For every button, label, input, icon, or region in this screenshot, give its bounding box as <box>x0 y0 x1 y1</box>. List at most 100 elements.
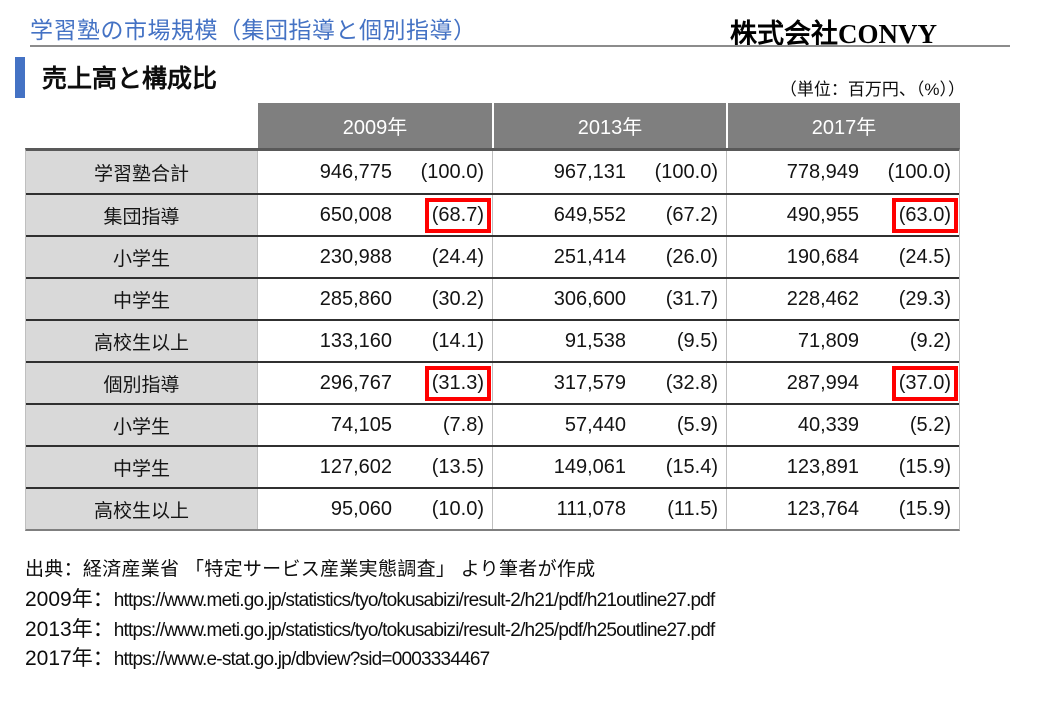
source-url-line: 2013年：https://www.meti.go.jp/statistics/… <box>25 616 715 646</box>
url-text: https://www.meti.go.jp/statistics/tyo/to… <box>113 590 716 611</box>
percent-text: (24.5) <box>898 245 951 268</box>
row-label: 小学生 <box>26 237 258 277</box>
header-divider <box>30 45 1010 47</box>
row-label: 学習塾合計 <box>26 151 258 193</box>
year-column-header-2013: 2013年 <box>492 103 726 148</box>
source-url-line: 2009年：https://www.meti.go.jp/statistics/… <box>25 586 715 616</box>
value-cell: 190,684 (24.5) <box>726 237 959 277</box>
section-title: 売上高と構成比 <box>42 65 218 93</box>
amount-text: 650,008 <box>319 203 392 226</box>
amount-text: 946,775 <box>319 160 392 183</box>
amount-text: 296,767 <box>319 371 392 394</box>
amount-text: 490,955 <box>786 203 859 226</box>
value-cell: 123,764 (15.9) <box>726 489 959 529</box>
percent-text-highlighted: (37.0) <box>891 365 958 401</box>
row-label: 高校生以上 <box>26 489 258 529</box>
company-name: 株式会社CONVY <box>730 19 937 49</box>
section-accent-bar <box>15 57 25 98</box>
amount-text: 228,462 <box>786 287 859 310</box>
corner-cell <box>25 103 258 148</box>
amount-text: 57,440 <box>564 413 626 436</box>
value-cell: 74,105 (7.8) <box>258 405 492 445</box>
value-cell: 317,579 (32.8) <box>492 363 726 403</box>
table-row-group-instruction: 集団指導 650,008 (68.7) 649,552 (67.2) 490,9… <box>26 193 959 235</box>
table-body: 学習塾合計 946,775 (100.0) 967,131 (100.0) 77… <box>25 148 960 531</box>
value-cell: 71,809 (9.2) <box>726 321 959 361</box>
amount-text: 967,131 <box>553 160 626 183</box>
value-cell: 306,600 (31.7) <box>492 279 726 319</box>
percent-text: (100.0) <box>654 160 718 183</box>
amount-text: 285,860 <box>319 287 392 310</box>
url-text: https://www.meti.go.jp/statistics/tyo/to… <box>113 619 716 641</box>
url-text: https://www.e-stat.go.jp/dbview?sid=0003… <box>113 649 490 670</box>
percent-text: (15.9) <box>898 497 951 520</box>
footer: 出典：経済産業省 「特定サービス産業実態調査」 より筆者が作成 2009年：ht… <box>25 554 715 675</box>
table-row: 中学生 127,602 (13.5) 149,061 (15.4) 123,89… <box>26 445 959 487</box>
amount-text: 123,891 <box>786 455 859 478</box>
percent-text-highlighted: (31.3) <box>424 365 491 401</box>
percent-text: (9.5) <box>676 329 718 352</box>
percent-text: (26.0) <box>665 245 718 268</box>
sales-table: 2009年 2013年 2017年 学習塾合計 946,775 (100.0) … <box>25 103 960 531</box>
value-cell: 228,462 (29.3) <box>726 279 959 319</box>
year-label: 2017年： <box>25 647 114 670</box>
percent-text: (24.4) <box>431 245 484 268</box>
table-row: 小学生 230,988 (24.4) 251,414 (26.0) 190,68… <box>26 235 959 277</box>
amount-text: 190,684 <box>786 245 859 268</box>
percent-text: (10.0) <box>431 497 484 520</box>
amount-text: 71,809 <box>797 329 859 352</box>
value-cell: 149,061 (15.4) <box>492 447 726 487</box>
amount-text: 123,764 <box>786 497 859 520</box>
value-cell: 490,955 (63.0) <box>726 195 959 235</box>
row-label: 小学生 <box>26 405 258 445</box>
amount-text: 40,339 <box>797 413 859 436</box>
amount-text: 127,602 <box>319 455 392 478</box>
percent-text: (31.7) <box>665 287 718 310</box>
value-cell: 778,949 (100.0) <box>726 151 959 193</box>
table-row-individual-instruction: 個別指導 296,767 (31.3) 317,579 (32.8) 287,9… <box>26 361 959 403</box>
unit-note: （単位：百万円、（%）） <box>779 80 965 99</box>
percent-text: (7.8) <box>442 413 484 436</box>
amount-text: 74,105 <box>330 413 392 436</box>
table-row: 高校生以上 133,160 (14.1) 91,538 (9.5) 71,809… <box>26 319 959 361</box>
value-cell: 296,767 (31.3) <box>258 363 492 403</box>
table-row-total: 学習塾合計 946,775 (100.0) 967,131 (100.0) 77… <box>26 151 959 193</box>
amount-text: 91,538 <box>564 329 626 352</box>
percent-text: (9.2) <box>909 329 951 352</box>
value-cell: 91,538 (9.5) <box>492 321 726 361</box>
amount-text: 317,579 <box>553 371 626 394</box>
value-cell: 967,131 (100.0) <box>492 151 726 193</box>
row-label: 個別指導 <box>26 363 258 403</box>
table-row: 中学生 285,860 (30.2) 306,600 (31.7) 228,46… <box>26 277 959 319</box>
percent-text: (14.1) <box>431 329 484 352</box>
percent-text: (100.0) <box>420 160 484 183</box>
value-cell: 287,994 (37.0) <box>726 363 959 403</box>
row-label: 集団指導 <box>26 195 258 235</box>
amount-text: 649,552 <box>553 203 626 226</box>
table-header-row: 2009年 2013年 2017年 <box>25 103 960 148</box>
value-cell: 133,160 (14.1) <box>258 321 492 361</box>
amount-text: 778,949 <box>786 160 859 183</box>
percent-text: (100.0) <box>887 160 951 183</box>
percent-text: (29.3) <box>898 287 951 310</box>
percent-text: (11.5) <box>667 497 718 520</box>
amount-text: 133,160 <box>319 329 392 352</box>
amount-text: 306,600 <box>553 287 626 310</box>
source-url-line: 2017年：https://www.e-stat.go.jp/dbview?si… <box>25 645 715 675</box>
percent-text: (67.2) <box>665 203 718 226</box>
value-cell: 123,891 (15.9) <box>726 447 959 487</box>
percent-text: (13.5) <box>431 455 484 478</box>
amount-text: 149,061 <box>553 455 626 478</box>
value-cell: 57,440 (5.9) <box>492 405 726 445</box>
percent-text: (5.2) <box>909 413 951 436</box>
percent-text: (15.4) <box>665 455 718 478</box>
page-title: 学習塾の市場規模（集団指導と個別指導） <box>30 17 477 43</box>
row-label: 中学生 <box>26 447 258 487</box>
value-cell: 111,078 (11.5) <box>492 489 726 529</box>
percent-text: (5.9) <box>676 413 718 436</box>
value-cell: 946,775 (100.0) <box>258 151 492 193</box>
value-cell: 285,860 (30.2) <box>258 279 492 319</box>
value-cell: 251,414 (26.0) <box>492 237 726 277</box>
table-row: 小学生 74,105 (7.8) 57,440 (5.9) 40,339 (5.… <box>26 403 959 445</box>
